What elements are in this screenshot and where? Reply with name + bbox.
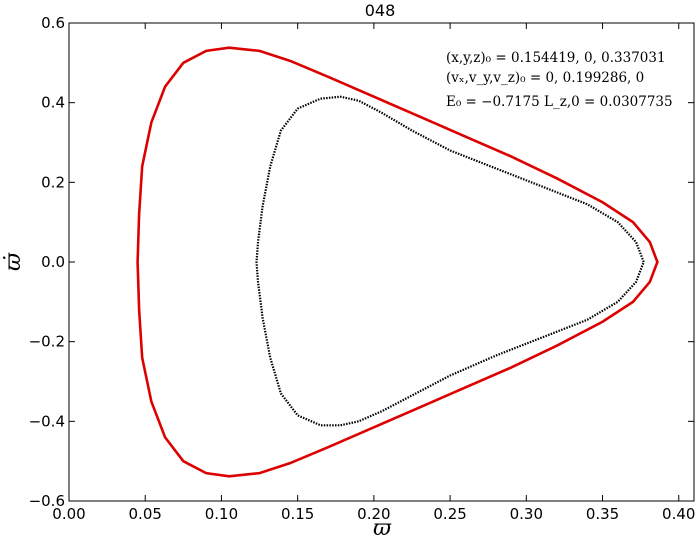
annotation-initial-velocity: (vₓ,v_y,v_z)₀ = 0, 0.199286, 0 (446, 70, 644, 86)
tick-layer: 0.00 0.05 0.10 0.15 0.20 0.25 0.30 0.35 0.40 −0.6… (29, 14, 696, 523)
x-tick-label: 0.20 (357, 505, 390, 523)
zero-velocity-curve-series (136, 46, 659, 478)
y-tick-label: −0.6 (29, 492, 65, 510)
annotation-box: (x,y,z)₀ = 0.154419, 0, 0.337031 (vₓ,v_y… (446, 50, 673, 110)
x-tick-label: 0.30 (510, 505, 543, 523)
x-tick-label: 0.25 (433, 505, 466, 523)
y-tick-label: 0.2 (41, 173, 65, 191)
y-tick-label: 0.0 (41, 253, 65, 271)
annotation-energy-momentum: E₀ = −0.7175 L_z,0 = 0.0307735 (446, 94, 673, 110)
x-tick-label: 0.05 (129, 505, 162, 523)
x-tick-label: 0.00 (52, 505, 85, 523)
y-tick-label: −0.4 (29, 412, 65, 430)
y-tick-label: 0.4 (41, 94, 65, 112)
plot-frame (68, 22, 695, 502)
x-tick-label: 0.35 (586, 505, 619, 523)
x-axis-label: ϖ (373, 516, 392, 539)
x-tick-label: 0.40 (662, 505, 695, 523)
orbit-points-series (255, 95, 645, 427)
y-tick-label: −0.2 (29, 333, 65, 351)
y-tick-label: 0.6 (41, 14, 65, 32)
chart-title: 048 (365, 1, 396, 20)
annotation-initial-position: (x,y,z)₀ = 0.154419, 0, 0.337031 (446, 50, 666, 66)
x-tick-label: 0.10 (205, 505, 238, 523)
y-axis-label: ϖ̇ (1, 252, 26, 271)
series-layer (136, 46, 659, 478)
x-tick-label: 0.15 (281, 505, 314, 523)
